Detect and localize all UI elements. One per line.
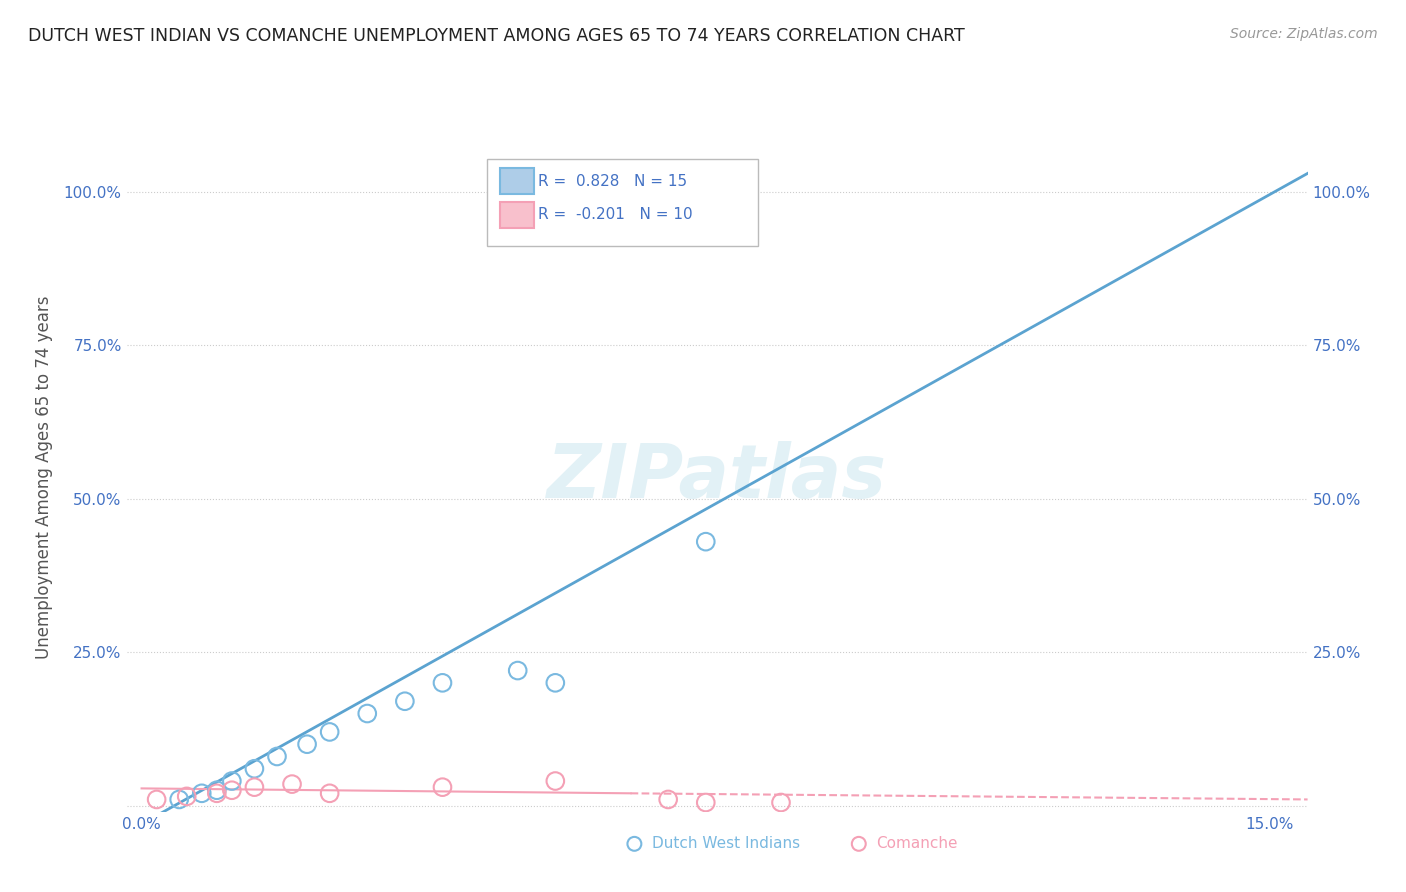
Point: [769, 796, 792, 810]
Point: [432, 780, 454, 794]
FancyBboxPatch shape: [499, 202, 534, 227]
Point: [205, 783, 228, 797]
Point: [221, 774, 243, 789]
Point: [318, 786, 340, 800]
Text: Dutch West Indians: Dutch West Indians: [652, 837, 800, 851]
Point: [544, 774, 567, 789]
Point: [295, 737, 318, 751]
Point: [695, 796, 717, 810]
Point: [432, 676, 454, 690]
Point: [544, 676, 567, 690]
Text: DUTCH WEST INDIAN VS COMANCHE UNEMPLOYMENT AMONG AGES 65 TO 74 YEARS CORRELATION: DUTCH WEST INDIAN VS COMANCHE UNEMPLOYME…: [28, 27, 965, 45]
Point: [356, 706, 378, 721]
Point: [176, 789, 198, 804]
Point: [657, 792, 679, 806]
FancyBboxPatch shape: [486, 160, 758, 246]
Point: [506, 664, 529, 678]
Point: [281, 777, 304, 791]
Y-axis label: Unemployment Among Ages 65 to 74 years: Unemployment Among Ages 65 to 74 years: [35, 295, 52, 659]
Point: [394, 694, 416, 708]
Point: [191, 786, 214, 800]
Point: [167, 792, 190, 806]
Text: Source: ZipAtlas.com: Source: ZipAtlas.com: [1230, 27, 1378, 41]
Point: [145, 792, 167, 806]
Text: ZIPatlas: ZIPatlas: [547, 441, 887, 514]
FancyBboxPatch shape: [499, 169, 534, 194]
Point: [318, 725, 340, 739]
Text: Comanche: Comanche: [876, 837, 957, 851]
Text: R =  -0.201   N = 10: R = -0.201 N = 10: [537, 207, 692, 222]
Point: [243, 762, 266, 776]
Point: [266, 749, 288, 764]
Point: [221, 783, 243, 797]
Point: [695, 534, 717, 549]
Point: [205, 786, 228, 800]
Text: R =  0.828   N = 15: R = 0.828 N = 15: [537, 174, 686, 189]
Point: [243, 780, 266, 794]
